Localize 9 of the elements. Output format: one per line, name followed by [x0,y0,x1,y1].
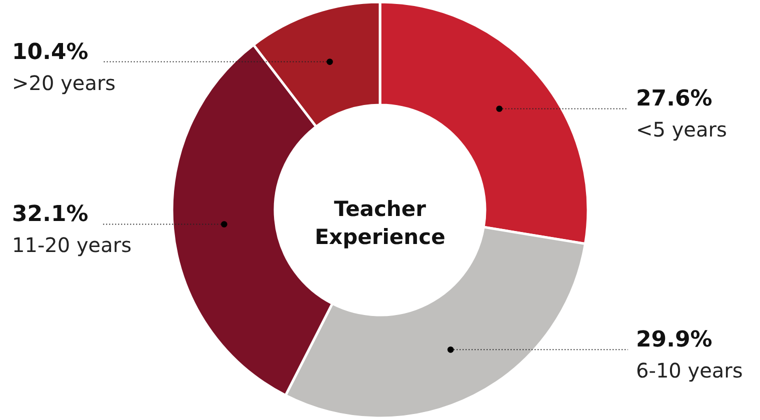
slice-label: 6-10 years [636,358,743,383]
text: Teacher Experience [314,197,446,249]
data-label: 27.6% [636,86,712,112]
data-label: 32.1% [12,202,88,228]
slice-label: >20 years [12,70,116,95]
slice-label: 11-20 years [12,233,132,258]
data-label: 29.9% [636,328,712,353]
data-label: 10.4% [12,40,88,65]
slice-label: <5 years [636,118,727,142]
